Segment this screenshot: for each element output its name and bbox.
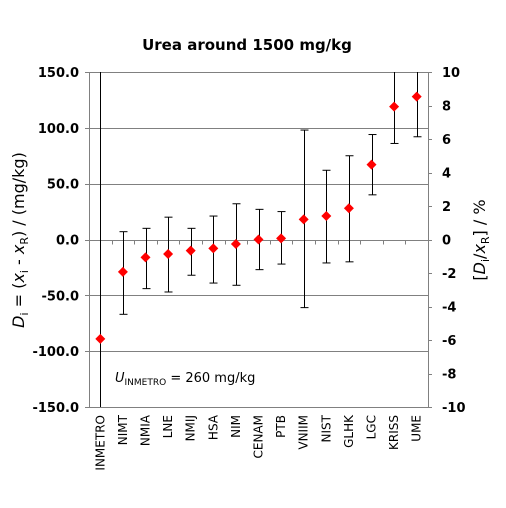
uncertainty-annotation: UINMETRO = 260 mg/kg	[115, 371, 255, 388]
y2-tick-label-6: 2	[442, 200, 451, 215]
category-label-GLHK: GLHK	[342, 414, 356, 448]
point-INMETRO	[95, 333, 106, 344]
y2-tick-labels: -10 -8 -6 -4 -2 0 2 4 6 8 10	[442, 66, 466, 416]
y2-tick-label-10: 10	[442, 66, 460, 81]
point-NIM	[230, 238, 241, 249]
y-tick-label-3: 0.0	[56, 234, 79, 249]
y-tick-labels: -150.0 -100.0 -50.0 0.0 50.0 100.0 150.0	[32, 66, 79, 416]
category-label-NIST: NIST	[319, 414, 333, 442]
point-NIMT	[117, 266, 128, 277]
category-label-KRISS: KRISS	[387, 415, 401, 450]
point-KRISS	[389, 101, 400, 112]
y2-axis-label: [Di/xR] / %	[470, 199, 492, 280]
y2-tick-label-4: -2	[442, 267, 456, 282]
category-label-VNIIM: VNIIM	[297, 415, 311, 450]
y-tick-label-4: 50.0	[47, 178, 79, 193]
point-NMIA	[140, 252, 151, 263]
point-UME	[411, 91, 422, 102]
y2-tick-label-0: -10	[442, 401, 466, 416]
y2-tick-label-7: 4	[442, 167, 451, 182]
point-VNIIM	[298, 214, 309, 225]
category-labels: INMETRO NIMT NMIA LNE NMIJ HSA NIM CENAM PTB VNII…	[93, 414, 423, 471]
category-label-NIMT: NIMT	[116, 414, 130, 445]
category-label-PTB: PTB	[274, 415, 288, 438]
category-label-LNE: LNE	[161, 415, 175, 438]
y-axis-label: Di = (xi - xR) / (mg/kg)	[9, 152, 31, 328]
point-PTB	[276, 233, 287, 244]
gridlines	[89, 128, 428, 352]
y2-tick-label-9: 8	[442, 100, 451, 115]
point-CENAM	[253, 234, 264, 245]
category-label-UME: UME	[410, 415, 424, 442]
y-tick-label-1: -100.0	[32, 345, 79, 360]
data-points	[95, 91, 422, 344]
y2-tick-label-2: -6	[442, 334, 456, 349]
category-label-CENAM: CENAM	[252, 415, 266, 459]
chart-title: Urea around 1500 mg/kg	[142, 36, 352, 54]
y2-tick-label-3: -4	[442, 301, 456, 316]
y2-tick-label-8: 6	[442, 133, 451, 148]
category-label-LGC: LGC	[365, 415, 379, 439]
y2-tick-label-5: 0	[442, 234, 451, 249]
y2-tick-label-1: -8	[442, 368, 456, 383]
y-tick-label-5: 100.0	[38, 122, 79, 137]
category-label-NMIJ: NMIJ	[184, 415, 198, 441]
category-label-INMETRO: INMETRO	[93, 415, 107, 471]
point-NIST	[321, 211, 332, 222]
point-HSA	[208, 243, 219, 254]
axes	[85, 72, 432, 408]
category-label-NMIA: NMIA	[139, 414, 153, 446]
y-tick-label-6: 150.0	[38, 66, 79, 81]
y-tick-label-2: -50.0	[42, 289, 79, 304]
category-label-HSA: HSA	[206, 414, 220, 440]
y-tick-label-0: -150.0	[32, 401, 79, 416]
category-label-NIM: NIM	[229, 415, 243, 438]
point-LNE	[163, 249, 174, 260]
point-LGC	[366, 159, 377, 170]
point-GLHK	[343, 203, 354, 214]
point-NMIJ	[185, 245, 196, 256]
